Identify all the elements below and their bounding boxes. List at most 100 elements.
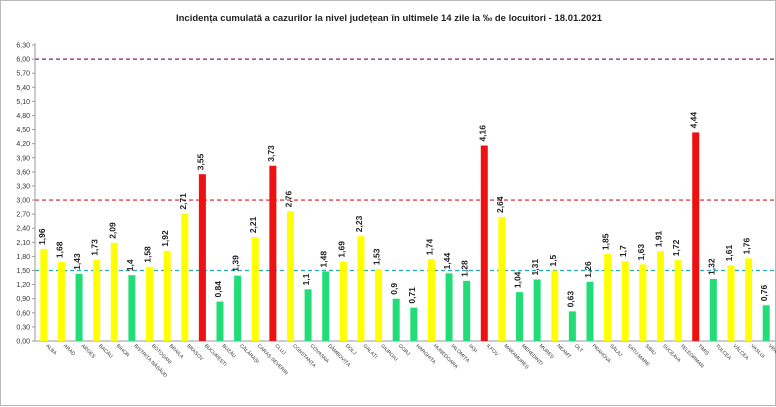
bar <box>110 242 118 341</box>
data-label: 0,76 <box>759 284 769 301</box>
data-label: 0,84 <box>213 281 223 298</box>
data-label: 1,96 <box>37 228 47 245</box>
x-tick-label: TULCEA <box>714 343 733 362</box>
y-tick-label: 1,80 <box>16 254 30 261</box>
y-tick-label: 0,60 <box>16 310 30 317</box>
x-tick-label: ILFOV <box>485 343 500 358</box>
y-tick-label: 5,10 <box>16 99 30 106</box>
bar <box>533 279 541 341</box>
x-tick-label: BACĂU <box>97 342 114 359</box>
bar <box>304 289 312 341</box>
data-label: 2,71 <box>178 193 188 210</box>
bar <box>75 273 83 341</box>
data-label: 1,44 <box>442 253 452 270</box>
x-tick-label: VRANCEA <box>767 343 776 365</box>
data-label: 1,58 <box>143 246 153 263</box>
bar <box>427 259 435 341</box>
x-tick-label: BIHOR <box>115 343 131 359</box>
bar <box>674 260 682 341</box>
bar <box>57 262 65 341</box>
data-label: 4,16 <box>477 125 487 142</box>
bar <box>357 236 365 341</box>
x-tick-labels: ALBA ARAD ARGEȘ BACĂU BIHOR BISTRIȚA NĂSĂUDBO… <box>44 342 776 379</box>
y-tick-label: 1,20 <box>16 282 30 289</box>
y-tick-labels: 0,00 0,30 0,60 0,90 1,20 1,50 1,80 2,10 2,40 2,70… <box>16 43 30 346</box>
data-label: 1,61 <box>724 245 734 262</box>
data-label: 1,68 <box>54 241 64 258</box>
data-label: 3,55 <box>195 153 205 170</box>
x-tick-label: VASLUI <box>749 343 766 360</box>
bar <box>445 273 453 341</box>
x-tick-label: CLUJ <box>273 343 286 356</box>
data-label: 1,92 <box>160 230 170 247</box>
y-tick-label: 0,30 <box>16 324 30 331</box>
bars <box>40 132 770 341</box>
bar <box>762 305 770 341</box>
data-label: 2,09 <box>107 222 117 239</box>
y-tick-label: 0,00 <box>16 339 30 346</box>
bar <box>198 174 206 341</box>
x-tick-label: BUZĂU <box>221 342 238 359</box>
bar <box>604 254 612 341</box>
data-labels: 1,96 1,68 1,43 1,73 2,09 1,4 1,58 1,92 2,71 3,55 0… <box>37 112 769 308</box>
y-tick-label: 2,10 <box>16 240 30 247</box>
bar <box>516 292 524 341</box>
bar <box>216 301 224 341</box>
y-tick-label: 3,00 <box>16 198 30 205</box>
bar <box>463 280 471 341</box>
bar <box>128 275 136 341</box>
data-label: 2,21 <box>248 216 258 233</box>
bar <box>639 264 647 341</box>
data-label: 1,53 <box>372 248 382 265</box>
y-tick-label: 5,70 <box>16 71 30 78</box>
data-label: 1,04 <box>513 271 523 288</box>
bar <box>621 261 629 341</box>
data-label: 2,64 <box>495 196 505 213</box>
chart-title: Incidența cumulată a cazurilor la nivel … <box>175 13 603 24</box>
x-tick-label: SĂLAJ <box>608 342 624 358</box>
bar <box>322 271 330 341</box>
bar <box>375 269 383 341</box>
bar <box>181 213 189 341</box>
bar <box>480 145 488 341</box>
bar <box>93 259 101 341</box>
bar <box>392 298 400 341</box>
y-tick-label: 0,90 <box>16 296 30 303</box>
y-tick-label: 6,30 <box>16 43 30 50</box>
x-tick-label: ARAD <box>62 343 76 357</box>
x-tick-label: NEAMȚ <box>555 343 572 360</box>
bar <box>286 211 294 341</box>
data-label: 1,74 <box>424 238 434 255</box>
y-tick-label: 4,80 <box>16 113 30 120</box>
x-tick-label: ARGEȘ <box>80 343 97 360</box>
bar <box>656 251 664 341</box>
x-tick-label: DOLJ <box>344 343 358 357</box>
bar <box>146 266 154 341</box>
data-label: 1,48 <box>319 251 329 268</box>
bar <box>498 216 506 341</box>
data-label: 1,39 <box>231 255 241 272</box>
bar <box>251 237 259 341</box>
data-label: 1,76 <box>742 237 752 254</box>
axes <box>32 43 775 342</box>
y-tick-label: 6,00 <box>16 57 30 64</box>
data-label: 1,69 <box>336 241 346 258</box>
x-tick-label: GORJ <box>397 343 411 357</box>
bar <box>163 250 171 341</box>
bar <box>234 275 242 341</box>
data-label: 0,63 <box>565 291 575 308</box>
x-tick-label: GALAȚI <box>362 343 379 360</box>
data-label: 0,9 <box>389 283 399 295</box>
x-tick-label: CARAȘ-SEVERIN <box>256 343 289 376</box>
x-tick-label: BRASOV <box>185 343 204 362</box>
data-label: 0,71 <box>407 287 417 304</box>
y-tick-label: 3,90 <box>16 155 30 162</box>
y-tick-label: 2,40 <box>16 226 30 233</box>
data-label: 2,23 <box>354 215 364 232</box>
bar <box>40 248 48 341</box>
y-tick-label: 4,50 <box>16 127 30 134</box>
bar <box>551 270 559 341</box>
data-label: 1,43 <box>72 253 82 270</box>
bar <box>568 311 576 341</box>
